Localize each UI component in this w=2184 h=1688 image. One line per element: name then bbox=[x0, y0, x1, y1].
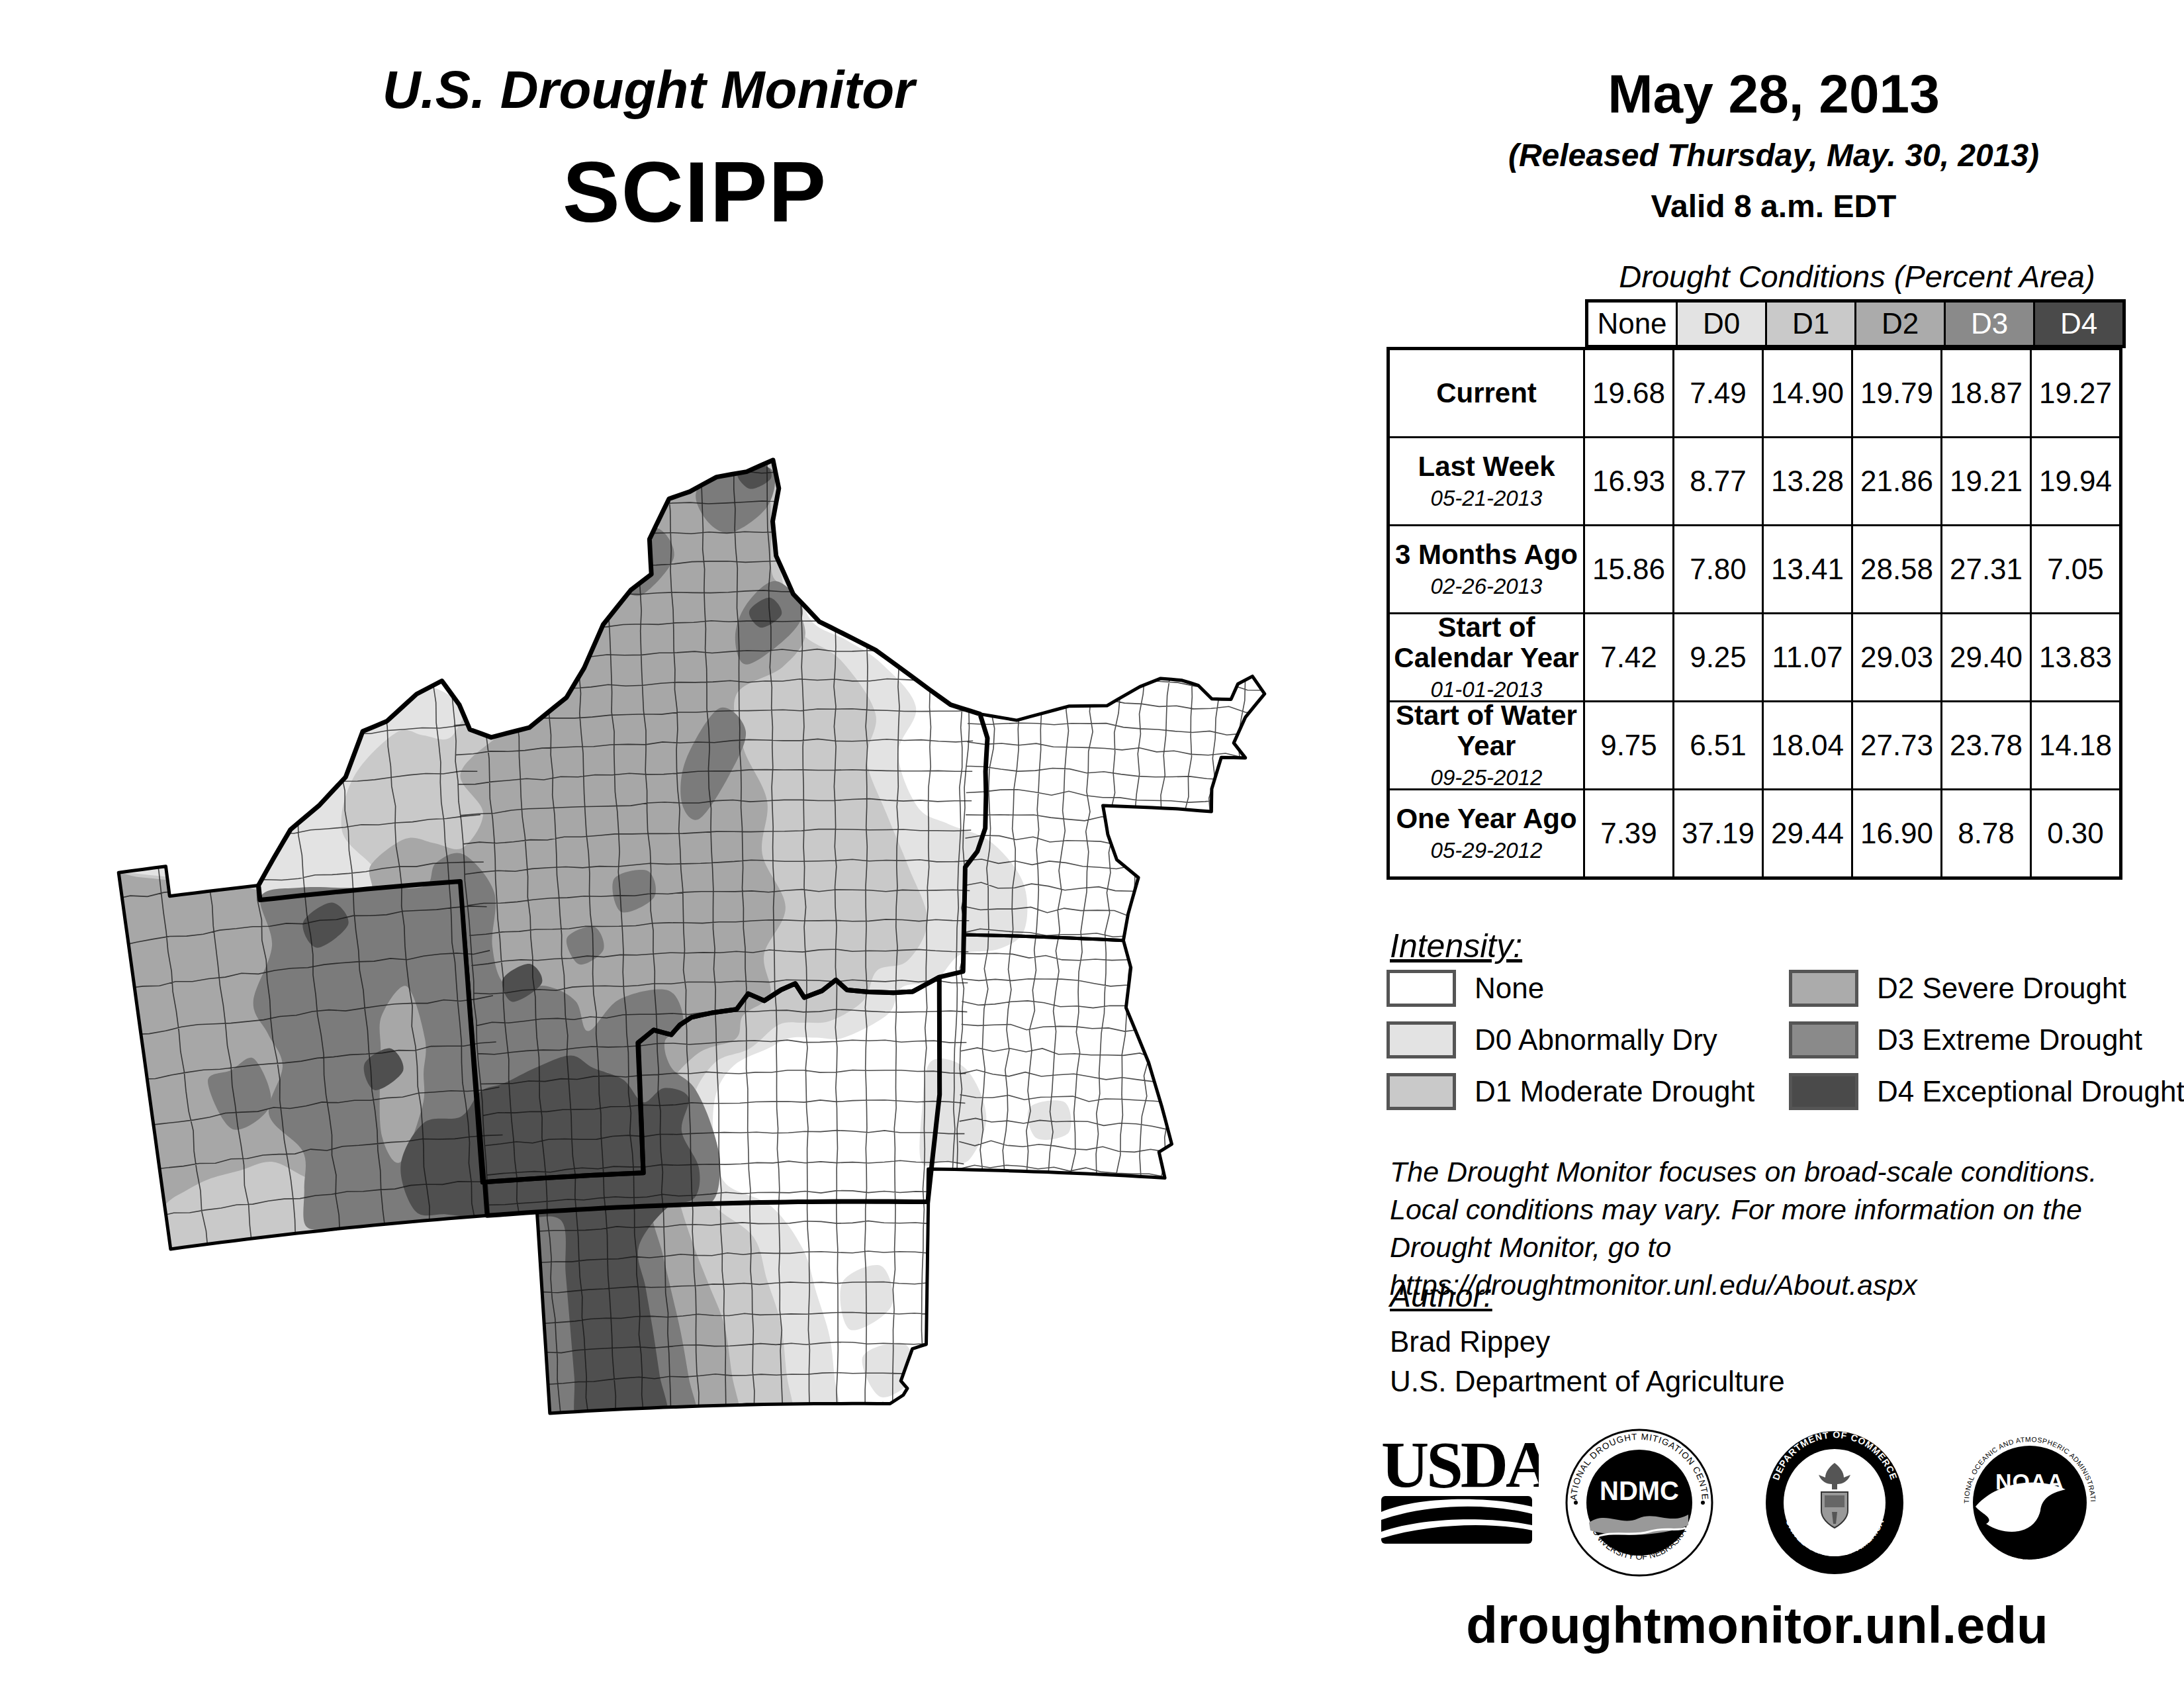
table-cell: 7.05 bbox=[2032, 526, 2119, 612]
svg-text:USDA: USDA bbox=[1381, 1430, 1539, 1501]
table-cell: 7.42 bbox=[1585, 614, 1672, 700]
table-cell: 19.79 bbox=[1853, 350, 1940, 436]
legend-item: D4 Exceptional Drought bbox=[1789, 1073, 2184, 1110]
author-name: Brad Rippey bbox=[1390, 1325, 1550, 1358]
table-cell: 18.87 bbox=[1942, 350, 2030, 436]
table-cell: 29.40 bbox=[1942, 614, 2030, 700]
legend-swatch bbox=[1789, 1021, 1858, 1058]
column-header-D1: D1 bbox=[1767, 303, 1854, 345]
disclaimer-text: The Drought Monitor focuses on broad-sca… bbox=[1390, 1153, 2184, 1304]
row-label: One Year Ago05-29-2012 bbox=[1390, 790, 1583, 876]
table-cell: 14.90 bbox=[1764, 350, 1851, 436]
table-header: NoneD0D1D2D3D4 bbox=[1585, 299, 2126, 348]
svg-text:NDMC: NDMC bbox=[1600, 1476, 1679, 1505]
row-label: Start of Calendar Year01-01-2013 bbox=[1390, 614, 1583, 700]
website-url: droughtmonitor.unl.edu bbox=[1380, 1595, 2134, 1656]
table-cell: 19.27 bbox=[2032, 350, 2119, 436]
table-cell: 19.21 bbox=[1942, 438, 2030, 524]
legend-label: None bbox=[1475, 972, 1544, 1005]
legend-item: None bbox=[1387, 970, 1544, 1007]
row-label: Current bbox=[1390, 350, 1583, 436]
row-label: 3 Months Ago02-26-2013 bbox=[1390, 526, 1583, 612]
author-heading: Author: bbox=[1390, 1278, 1492, 1314]
column-header-D0: D0 bbox=[1678, 303, 1765, 345]
map-date: May 28, 2013 bbox=[1403, 63, 2144, 125]
legend-label: D0 Abnormally Dry bbox=[1475, 1023, 1717, 1056]
page-title: U.S. Drought Monitor bbox=[185, 60, 1112, 120]
usda-logo: USDA bbox=[1380, 1430, 1539, 1562]
legend-item: D1 Moderate Drought bbox=[1387, 1073, 1754, 1110]
table-cell: 9.75 bbox=[1585, 702, 1672, 788]
legend-label: D4 Exceptional Drought bbox=[1877, 1075, 2184, 1108]
table-cell: 29.44 bbox=[1764, 790, 1851, 876]
table-cell: 13.28 bbox=[1764, 438, 1851, 524]
table-body: Current19.687.4914.9019.7918.8719.27 Last… bbox=[1387, 347, 2122, 880]
legend-swatch bbox=[1789, 970, 1858, 1007]
legend-label: D3 Extreme Drought bbox=[1877, 1023, 2142, 1056]
table-cell: 37.19 bbox=[1674, 790, 1762, 876]
column-header-D3: D3 bbox=[1946, 303, 2033, 345]
table-cell: 7.39 bbox=[1585, 790, 1672, 876]
author-org: U.S. Department of Agriculture bbox=[1390, 1365, 1785, 1398]
table-cell: 8.78 bbox=[1942, 790, 2030, 876]
table-cell: 29.03 bbox=[1853, 614, 1940, 700]
row-label: Start of Water Year09-25-2012 bbox=[1390, 702, 1583, 788]
table-cell: 23.78 bbox=[1942, 702, 2030, 788]
legend-swatch bbox=[1387, 970, 1456, 1007]
legend-label: D2 Severe Drought bbox=[1877, 972, 2126, 1005]
table-cell: 27.73 bbox=[1853, 702, 1940, 788]
table-cell: 7.49 bbox=[1674, 350, 1762, 436]
column-header-D2: D2 bbox=[1856, 303, 1944, 345]
ndmc-logo: NATIONAL DROUGHT MITIGATION CENTER UNIVE… bbox=[1565, 1429, 1714, 1577]
table-cell: 18.04 bbox=[1764, 702, 1851, 788]
table-cell: 27.31 bbox=[1942, 526, 2030, 612]
drought-area-D0 bbox=[1028, 1100, 1071, 1140]
valid-time: Valid 8 a.m. EDT bbox=[1403, 188, 2144, 224]
table-cell: 15.86 bbox=[1585, 526, 1672, 612]
legend-item: D0 Abnormally Dry bbox=[1387, 1021, 1717, 1058]
drought-map-svg bbox=[93, 453, 1291, 1420]
table-cell: 16.93 bbox=[1585, 438, 1672, 524]
table-cell: 19.94 bbox=[2032, 438, 2119, 524]
table-cell: 11.07 bbox=[1764, 614, 1851, 700]
table-cell: 21.86 bbox=[1853, 438, 1940, 524]
table-cell: 19.68 bbox=[1585, 350, 1672, 436]
table-cell: 9.25 bbox=[1674, 614, 1762, 700]
column-header-D4: D4 bbox=[2035, 303, 2122, 345]
row-label: Last Week05-21-2013 bbox=[1390, 438, 1583, 524]
released-date: (Released Thursday, May. 30, 2013) bbox=[1403, 137, 2144, 173]
date-block: May 28, 2013 (Released Thursday, May. 30… bbox=[1403, 63, 2144, 224]
column-header-None: None bbox=[1588, 303, 1676, 345]
commerce-logo: DEPARTMENT OF COMMERCE UNITED STATES OF … bbox=[1760, 1429, 1909, 1577]
table-cell: 13.83 bbox=[2032, 614, 2119, 700]
region-title: SCIPP bbox=[251, 142, 1138, 242]
table-cell: 8.77 bbox=[1674, 438, 1762, 524]
legend-swatch bbox=[1387, 1021, 1456, 1058]
legend-item: D3 Extreme Drought bbox=[1789, 1021, 2142, 1058]
legend-item: D2 Severe Drought bbox=[1789, 970, 2126, 1007]
table-cell: 14.18 bbox=[2032, 702, 2119, 788]
table-cell: 16.90 bbox=[1853, 790, 1940, 876]
legend-swatch bbox=[1789, 1073, 1858, 1110]
legend-label: D1 Moderate Drought bbox=[1475, 1075, 1754, 1108]
drought-map bbox=[93, 453, 1291, 1420]
legend-swatch bbox=[1387, 1073, 1456, 1110]
table-cell: 28.58 bbox=[1853, 526, 1940, 612]
table-cell: 13.41 bbox=[1764, 526, 1851, 612]
table-cell: 7.80 bbox=[1674, 526, 1762, 612]
noaa-logo: NATIONAL OCEANIC AND ATMOSPHERIC ADMINIS… bbox=[1956, 1429, 2105, 1577]
table-cell: 6.51 bbox=[1674, 702, 1762, 788]
table-cell: 0.30 bbox=[2032, 790, 2119, 876]
table-title: Drought Conditions (Percent Area) bbox=[1585, 258, 2129, 295]
legend-heading: Intensity: bbox=[1390, 927, 1522, 965]
